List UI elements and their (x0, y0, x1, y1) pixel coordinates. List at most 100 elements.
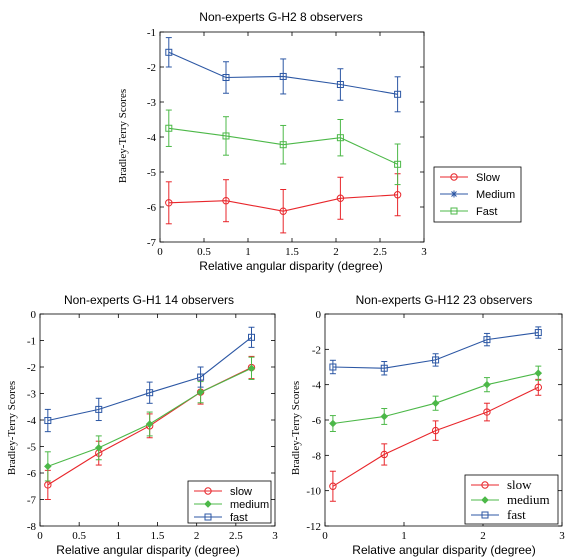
data-point (431, 426, 440, 435)
chart-top-title: Non-experts G-H2 8 observers (199, 10, 362, 24)
data-point (393, 191, 402, 199)
chart-bottom-right-xlabel: Relative angular disparity (degree) (352, 543, 535, 557)
y-tick-label: -2 (27, 362, 36, 374)
chart-bottom-left-plot: 0 0.5 1 1.5 2 2.5 3 -8 -7 -6 -5 -4 -3 -2 -1 0 slowmedium… (27, 309, 278, 542)
legend-marker (204, 487, 212, 495)
y-tick-label: -10 (306, 486, 321, 498)
data-point (247, 364, 256, 373)
data-point (197, 373, 205, 381)
data-point (279, 207, 287, 215)
legend-label: medium (507, 492, 550, 507)
x-tick-label: 1 (245, 246, 251, 258)
x-tick-label: 1 (116, 530, 122, 542)
series-line (47, 336, 252, 422)
data-point (165, 124, 173, 132)
chart-bottom-left-xlabel: Relative angular disparity (degree) (56, 543, 239, 557)
x-tick-label: 0 (157, 246, 163, 258)
series-Slow (165, 173, 402, 234)
x-tick-label: 2 (480, 530, 486, 542)
data-point (336, 134, 344, 142)
data-point (44, 417, 52, 425)
chart-top-ylabel: Bradley-Terry Scores (117, 89, 129, 183)
y-tick-label: -8 (312, 450, 322, 462)
y-tick-label: -2 (312, 344, 321, 356)
data-point (483, 336, 491, 344)
legend-label: Slow (476, 172, 500, 184)
legend-label: medium (230, 499, 269, 511)
data-point (432, 356, 440, 364)
x-tick-label: 2.5 (229, 530, 243, 542)
legend-marker (204, 513, 212, 521)
data-point (146, 389, 154, 397)
y-tick-label: -7 (147, 237, 157, 249)
y-tick-label: -6 (147, 202, 157, 214)
data-point (222, 197, 230, 205)
chart-top-plot: 0 0.5 1 1.5 2 2.5 3 -7 -6 -5 -4 -3 -2 -1 Slow Medium Fas… (147, 27, 522, 258)
chart-bottom-left-ylabel: Bradley-Terry Scores (6, 381, 18, 475)
plot-frame (159, 31, 425, 243)
x-tick-label: 0 (37, 530, 43, 542)
data-point (483, 380, 491, 389)
data-point (94, 444, 103, 452)
chart-marks: 0 0.5 1 1.5 2 2.5 3 -7 -6 -5 -4 -3 -2 -1 Slow Medium Fas… (27, 27, 565, 542)
legend-label: fast (230, 512, 248, 524)
data-point (165, 48, 173, 56)
y-tick-label: -7 (27, 495, 37, 507)
legend-label: fast (507, 507, 526, 522)
legend-marker (481, 496, 489, 504)
data-point (329, 363, 337, 371)
series-Fast (165, 109, 402, 186)
data-point (165, 199, 173, 207)
x-tick-label: 0.5 (72, 530, 86, 542)
data-point (534, 329, 542, 337)
legend-marker (450, 190, 458, 198)
data-point (483, 408, 491, 416)
data-point (44, 462, 52, 471)
x-tick-label: 2 (194, 530, 200, 542)
y-tick-label: -2 (147, 62, 156, 74)
data-point (336, 81, 344, 88)
y-tick-label: 0 (31, 309, 37, 321)
y-tick-label: -3 (27, 389, 37, 401)
series-slow (329, 378, 542, 502)
x-tick-label: 0 (322, 530, 328, 542)
data-point (431, 399, 440, 407)
data-point (196, 388, 205, 396)
x-tick-label: 3 (559, 530, 565, 542)
y-tick-label: 0 (316, 309, 322, 321)
x-tick-label: 1 (401, 530, 407, 542)
data-point (279, 141, 287, 149)
data-point (394, 160, 402, 168)
chart-bottom-right-title: Non-experts G-H12 23 observers (356, 293, 533, 307)
chart-bottom-left-title: Non-experts G-H1 14 observers (64, 293, 234, 307)
y-tick-label: -1 (147, 27, 156, 39)
series-unnamed (165, 37, 402, 113)
chart-bottom-right-ylabel: Bradley-Terry Scores (290, 381, 302, 475)
data-point (336, 194, 345, 202)
data-point (329, 482, 337, 490)
x-tick-label: 3 (421, 246, 427, 258)
series-fast (44, 326, 255, 433)
legend-marker (450, 207, 458, 215)
x-tick-label: 2.5 (373, 246, 387, 258)
y-tick-label: -1 (27, 336, 36, 348)
data-point (145, 420, 154, 428)
chart-top: Non-experts G-H2 8 observers Relative an… (117, 10, 383, 273)
legend-marker (481, 511, 489, 519)
y-tick-label: -3 (147, 97, 157, 109)
chart-bottom-right: Non-experts G-H12 23 observers Relative … (290, 293, 536, 557)
data-point (222, 74, 230, 81)
series-medium (329, 365, 543, 432)
chart-top-xlabel: Relative angular disparity (degree) (199, 259, 382, 273)
data-point (534, 383, 542, 392)
y-tick-label: -12 (306, 521, 321, 533)
y-tick-label: -6 (312, 415, 322, 427)
series-medium (44, 356, 256, 482)
data-point (248, 333, 255, 341)
legend-box (433, 166, 522, 223)
legend-label: slow (507, 477, 532, 492)
data-point (380, 364, 388, 372)
